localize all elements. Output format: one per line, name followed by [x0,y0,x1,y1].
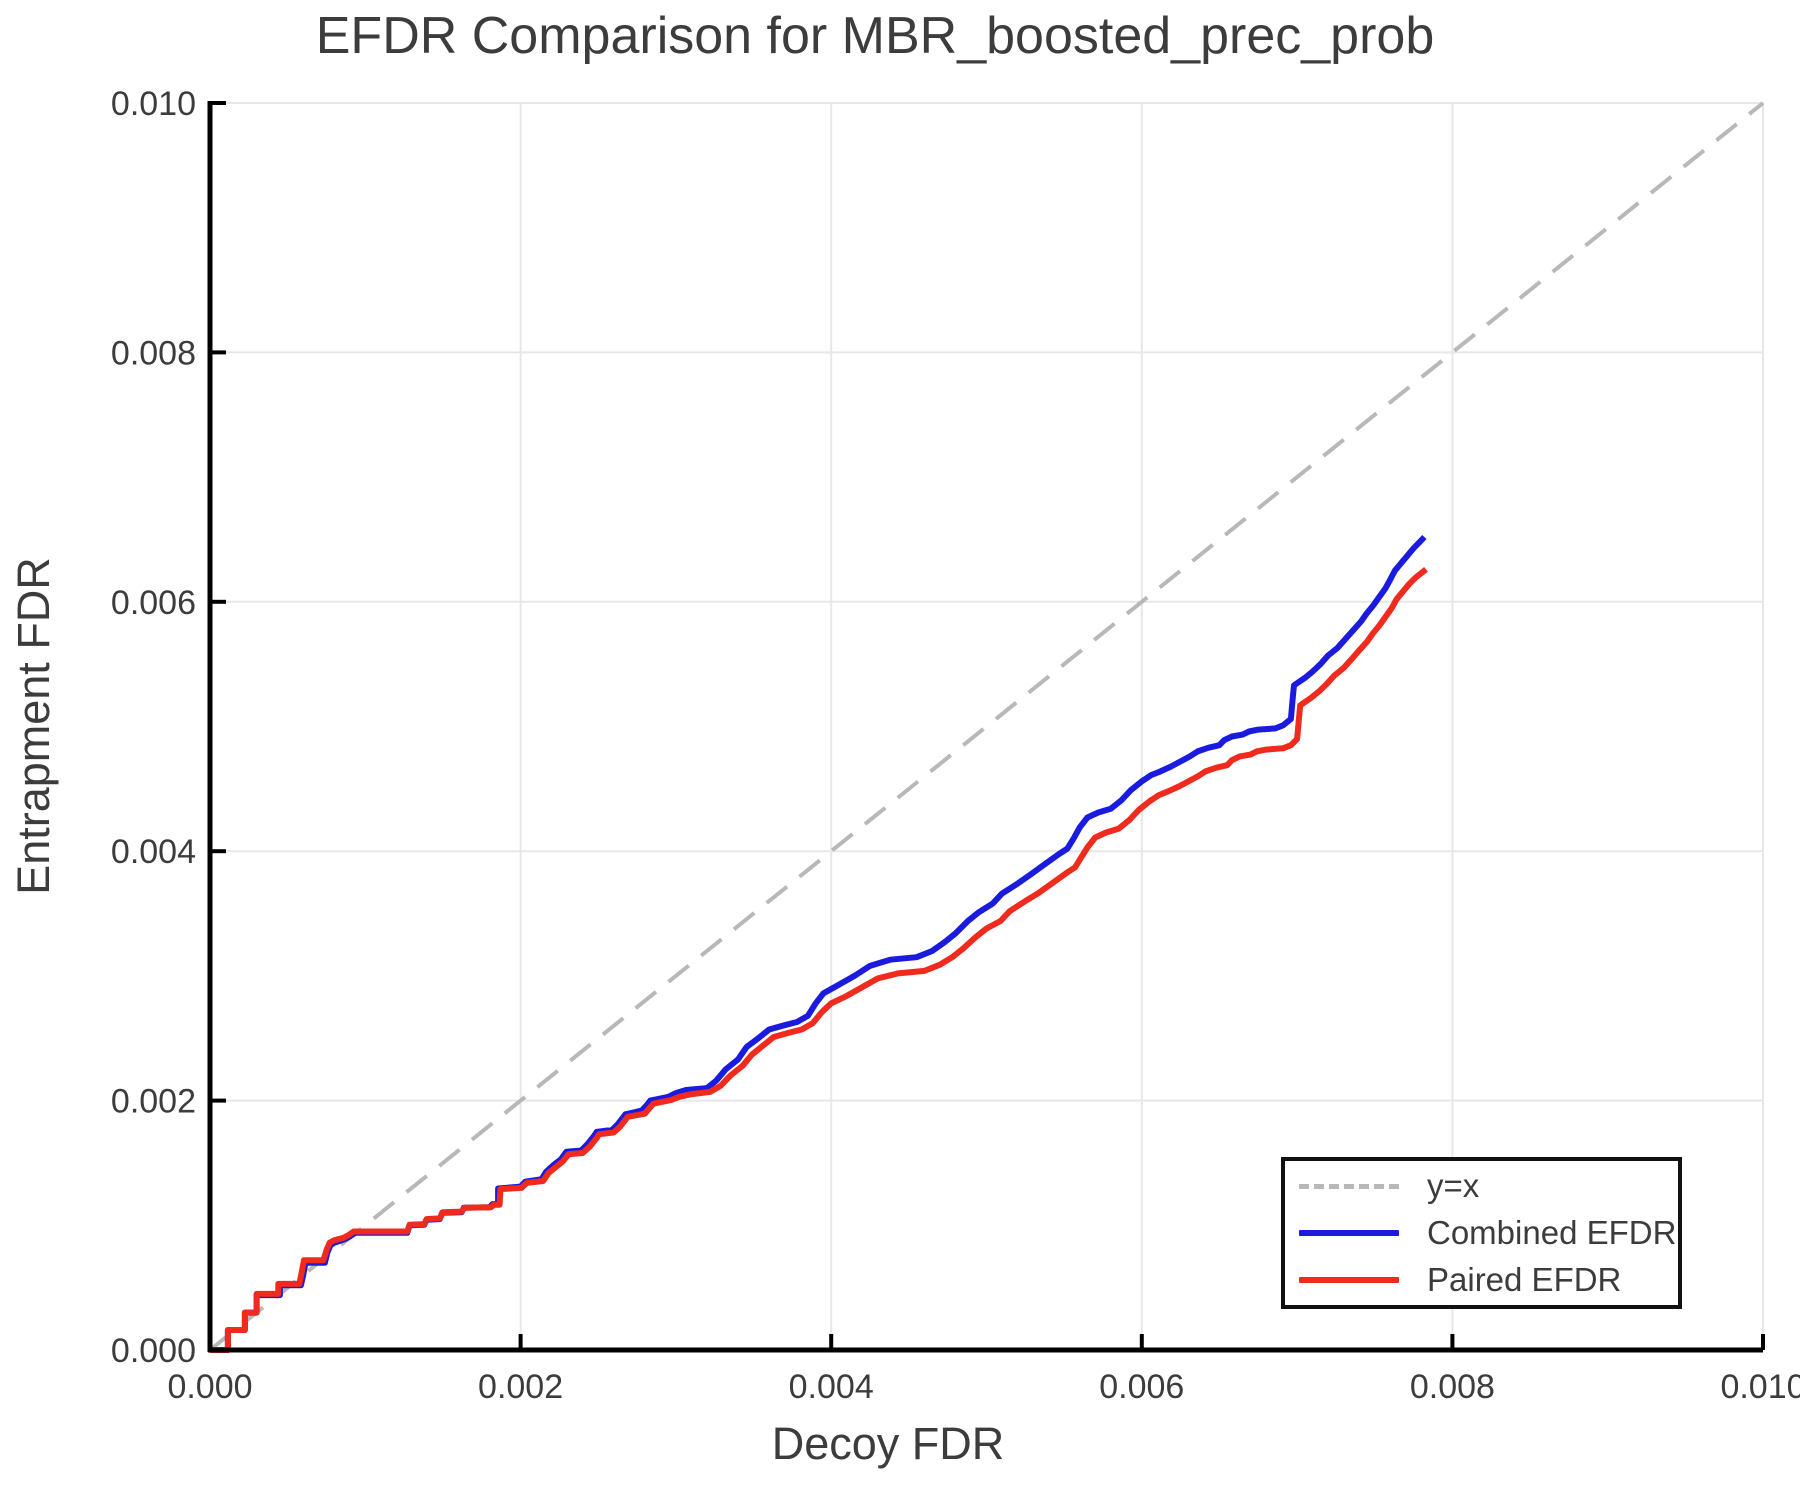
x-tick-label: 0.006 [1099,1368,1184,1406]
blue-line-swatch [1299,1230,1399,1236]
y-tick-label: 0.008 [111,334,196,372]
axis-ticks [208,101,1765,1352]
y-tick-label: 0.004 [111,833,196,871]
y-tick-label: 0.002 [111,1083,196,1121]
legend-box: y=x Combined EFDR Paired EFDR [1281,1157,1682,1309]
x-tick-label: 0.008 [1410,1368,1495,1406]
legend-label: Paired EFDR [1427,1261,1622,1298]
x-axis-label: Decoy FDR [771,1418,1005,1469]
x-tick-label: 0.000 [167,1368,252,1406]
data-series [210,534,1428,1353]
legend-item-identity: y=x [1299,1167,1678,1205]
x-tick-label: 0.010 [1720,1368,1800,1406]
legend-label: Combined EFDR [1427,1214,1677,1251]
x-tick-label: 0.004 [789,1368,874,1406]
series-line-combined-efdr [210,534,1427,1353]
chart-title: EFDR Comparison for MBR_boosted_prec_pro… [315,7,1435,65]
axis-tick-labels: 0.000 0.002 0.004 0.006 0.008 0.010 0.000 0.002… [111,85,1800,1406]
legend-label: y=x [1427,1167,1480,1204]
legend-item-combined-efdr: Combined EFDR [1299,1214,1678,1252]
legend-item-paired-efdr: Paired EFDR [1299,1261,1678,1299]
series-line-paired-efdr [210,567,1428,1353]
dashed-line-swatch [1299,1183,1399,1189]
identity-line [208,101,1765,1352]
y-tick-label: 0.006 [111,584,196,622]
x-tick-label: 0.002 [478,1368,563,1406]
axis-spines [207,101,1763,1353]
y-tick-label: 0.010 [111,85,196,123]
y-tick-label: 0.000 [111,1332,196,1370]
y-axis-label: Entrapment FDR [8,557,59,895]
red-line-swatch [1299,1277,1399,1283]
gridlines [210,102,1764,1350]
series-line-y-x [208,101,1765,1352]
